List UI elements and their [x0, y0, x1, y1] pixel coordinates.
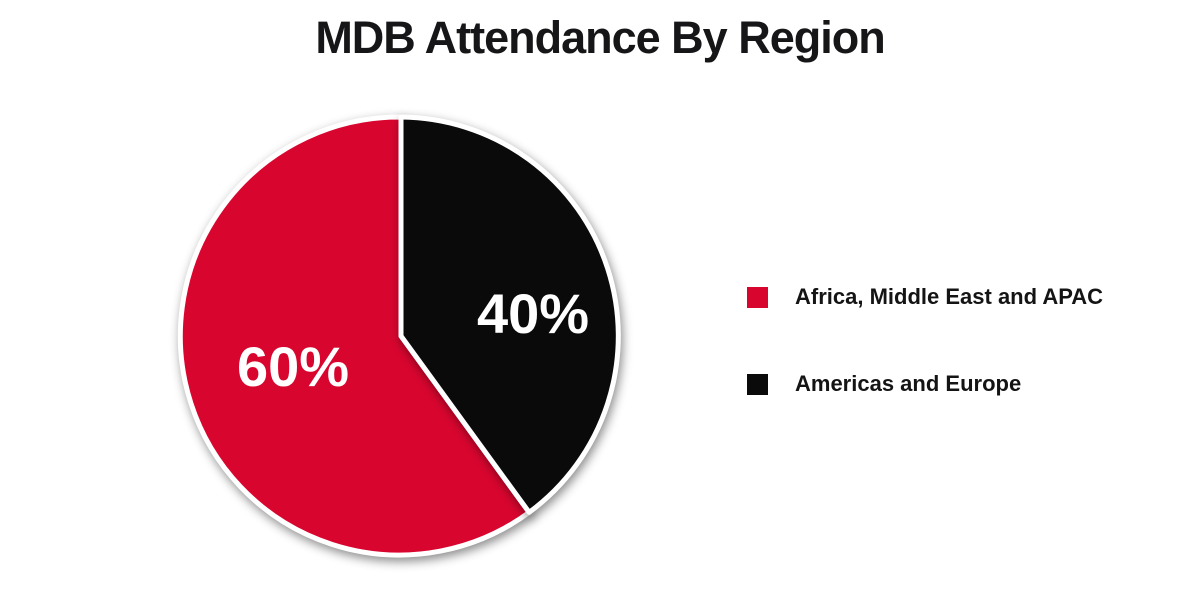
chart-title: MDB Attendance By Region	[315, 12, 885, 63]
pie-slice-africa-middle-east-apac	[177, 114, 532, 558]
pie-slice-americas-europe	[398, 114, 621, 515]
legend-label-americas-europe: Americas and Europe	[795, 371, 1022, 396]
slice-value-label-red: 60%	[237, 335, 349, 398]
slice-value-label-black: 40%	[477, 282, 589, 345]
legend-swatch-red-rect	[747, 286, 768, 308]
chart-legend: Africa, Middle East and APAC Americas an…	[747, 284, 1103, 397]
legend-label-africa-middle-east-apac: Africa, Middle East and APAC	[795, 284, 1104, 309]
legend-swatch-black-rect	[747, 373, 768, 395]
legend-swatch-red	[747, 286, 768, 308]
legend-item-africa-middle-east-apac: Africa, Middle East and APAC	[747, 284, 1103, 310]
legend-swatch-black	[747, 373, 768, 395]
legend-item-americas-europe: Americas and Europe	[747, 371, 1103, 397]
